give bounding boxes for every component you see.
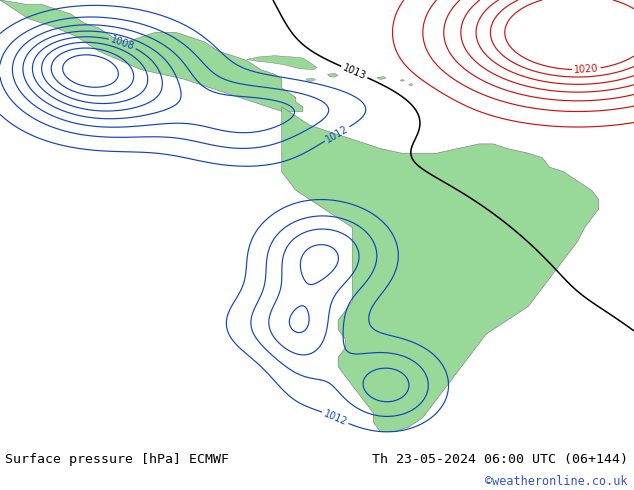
Text: ©weatheronline.co.uk: ©weatheronline.co.uk (485, 474, 628, 488)
Polygon shape (281, 107, 598, 432)
Polygon shape (400, 79, 404, 81)
Text: Surface pressure [hPa] ECMWF: Surface pressure [hPa] ECMWF (5, 453, 229, 466)
Text: Th 23-05-2024 06:00 UTC (06+144): Th 23-05-2024 06:00 UTC (06+144) (372, 453, 628, 466)
Polygon shape (377, 76, 386, 79)
Text: 1013: 1013 (341, 63, 368, 81)
Polygon shape (306, 78, 316, 81)
Polygon shape (247, 56, 317, 70)
Polygon shape (408, 84, 413, 86)
Text: 1012: 1012 (322, 408, 349, 427)
Text: 1020: 1020 (574, 64, 599, 75)
Text: 1008: 1008 (109, 34, 136, 52)
Polygon shape (0, 0, 303, 111)
Polygon shape (328, 74, 338, 77)
Text: 1012: 1012 (324, 123, 350, 145)
